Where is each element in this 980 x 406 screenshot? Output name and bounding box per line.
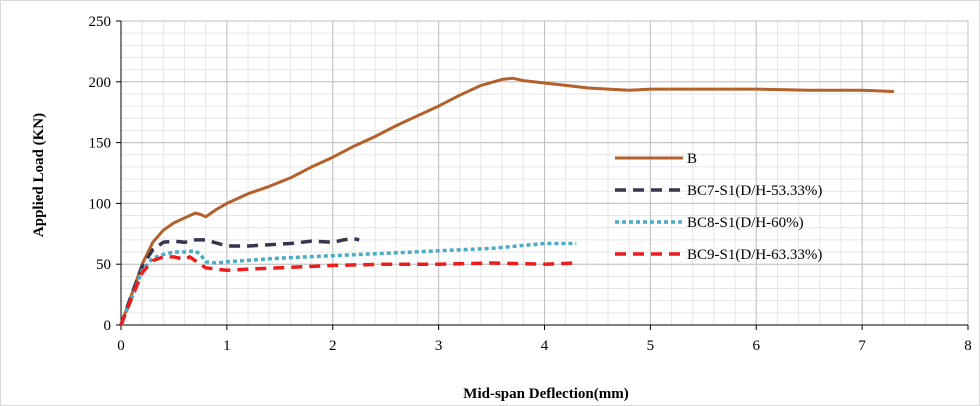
legend-label-3: BC8-S1(D/H-60%)	[687, 215, 804, 231]
y-axis-title: Applied Load (KN)	[31, 113, 47, 237]
tick-labels: 0 1 2 3 4 5 6 7 8 0 50 100 150 200 250	[89, 14, 972, 354]
y-tick-label: 150	[89, 136, 112, 152]
x-tick-label: 0	[117, 338, 125, 354]
x-tick-label: 6	[753, 338, 761, 354]
y-tick-label: 200	[89, 75, 112, 91]
grid	[120, 20, 969, 326]
x-tick-label: 2	[329, 338, 337, 354]
x-tick-label: 8	[964, 338, 972, 354]
x-axis-title: Mid-span Deflection(mm)	[463, 386, 628, 402]
axes	[116, 20, 969, 330]
x-tick-label: 3	[435, 338, 443, 354]
y-tick-label: 50	[96, 257, 111, 273]
legend-label-1: B	[687, 151, 697, 167]
series-lines	[119, 76, 894, 326]
x-tick-label: 1	[223, 338, 231, 354]
series-line-1	[119, 76, 894, 326]
x-tick-label: 5	[647, 338, 655, 354]
x-tick-label: 7	[858, 338, 866, 354]
legend-label-2: BC7-S1(D/H-53.33%)	[687, 183, 822, 199]
series-line-4	[119, 255, 577, 326]
y-tick-label: 100	[89, 196, 112, 212]
legend: B BC7-S1(D/H-53.33%) BC8-S1(D/H-60%) BC9-S1…	[615, 151, 822, 263]
x-tick-label: 4	[541, 338, 549, 354]
legend-label-4: BC9-S1(D/H-63.33%)	[687, 247, 822, 263]
y-tick-label: 0	[104, 318, 112, 334]
series-line-2	[119, 236, 360, 326]
series-line-3	[119, 241, 577, 326]
y-tick-label: 250	[89, 14, 112, 30]
